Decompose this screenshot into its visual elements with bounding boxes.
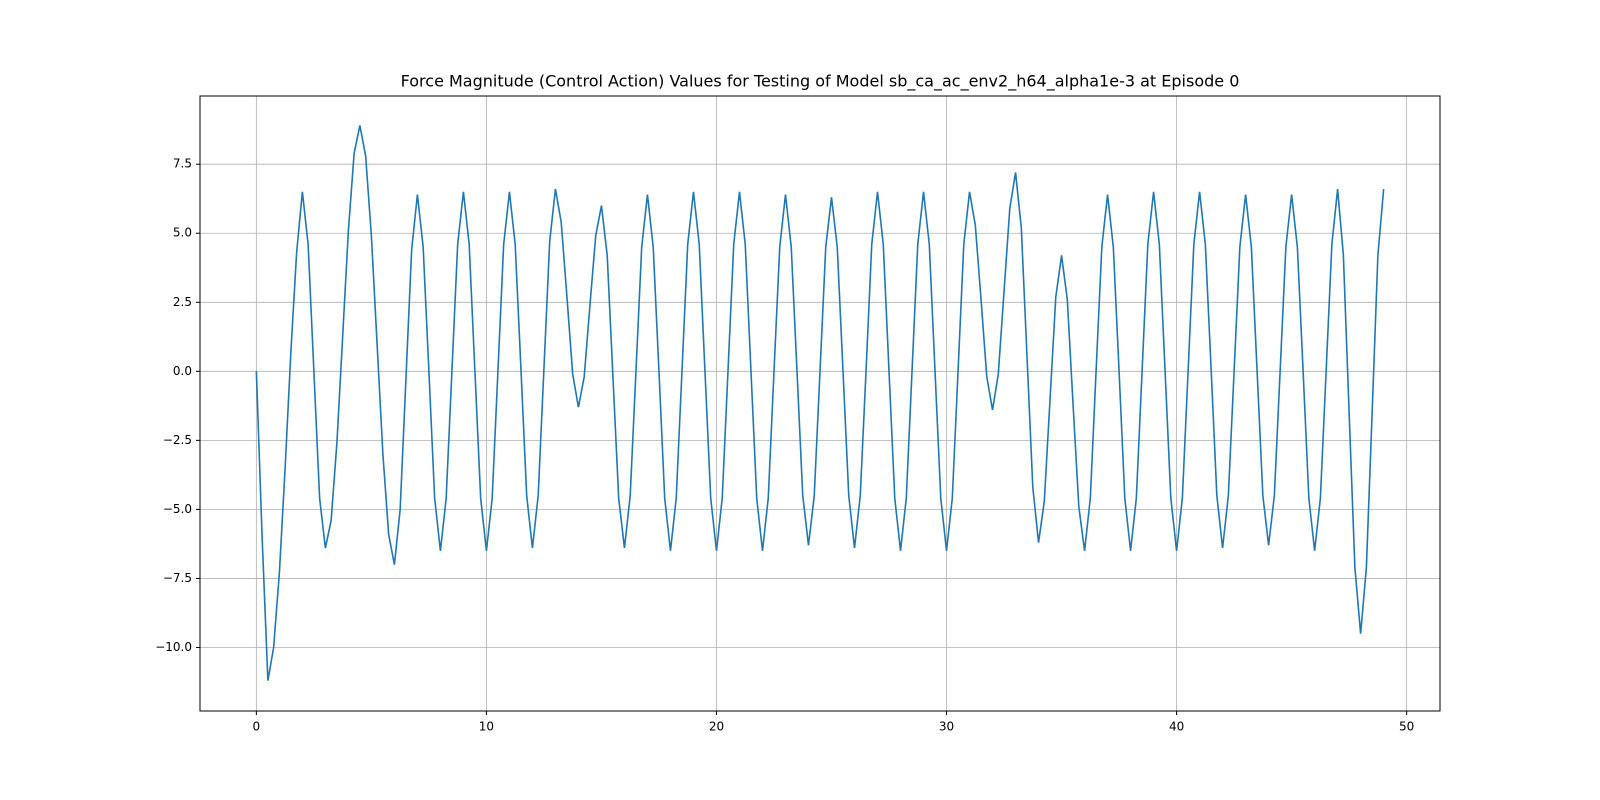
x-tick-label: 0: [253, 720, 261, 734]
y-tick-label: −10.0: [155, 640, 192, 654]
x-tick-label: 20: [709, 720, 724, 734]
y-tick-label: 5.0: [173, 226, 192, 240]
y-tick-label: 7.5: [173, 157, 192, 171]
y-tick-label: −5.0: [163, 502, 192, 516]
x-tick-label: 30: [939, 720, 954, 734]
y-tick-label: −7.5: [163, 571, 192, 585]
plot-frame: [199, 95, 1441, 712]
y-tick-label: −2.5: [163, 433, 192, 447]
y-tick-label: 0.0: [173, 364, 192, 378]
x-tick-label: 10: [479, 720, 494, 734]
x-tick-label: 40: [1169, 720, 1184, 734]
y-tick-label: 2.5: [173, 295, 192, 309]
chart-title: Force Magnitude (Control Action) Values …: [401, 72, 1240, 92]
x-tick-label: 50: [1399, 720, 1414, 734]
data-line: [255, 125, 1385, 681]
